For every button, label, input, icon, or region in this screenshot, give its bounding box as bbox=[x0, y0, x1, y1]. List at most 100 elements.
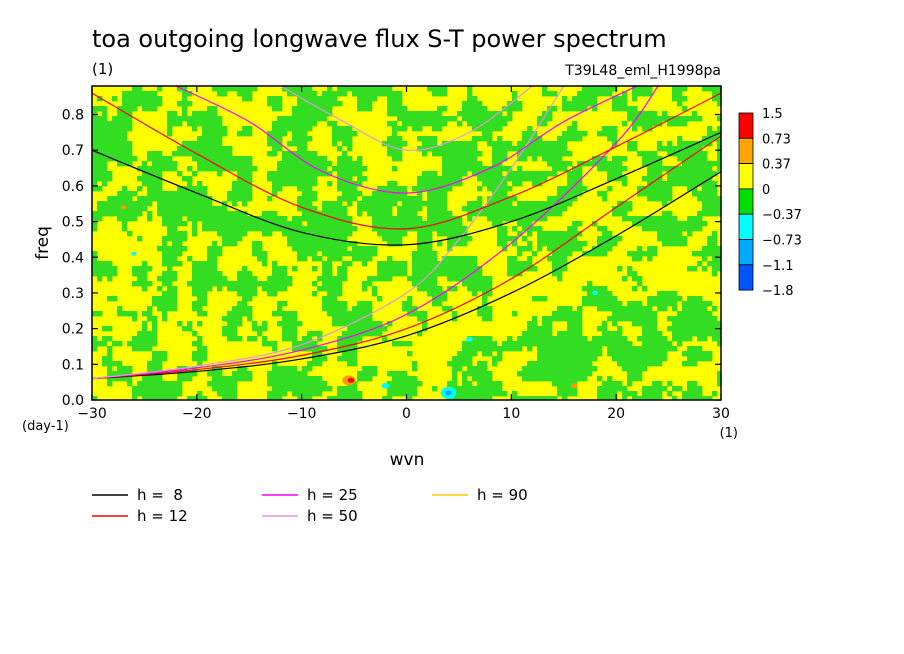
negative-cell bbox=[617, 236, 623, 242]
negative-cell bbox=[392, 231, 398, 237]
negative-cell bbox=[657, 396, 663, 400]
negative-cell bbox=[412, 121, 418, 127]
negative-cell bbox=[462, 391, 468, 397]
negative-cell bbox=[412, 216, 418, 222]
negative-cell bbox=[387, 211, 393, 217]
negative-cell bbox=[672, 321, 678, 327]
negative-cell bbox=[422, 141, 428, 147]
negative-cell bbox=[197, 391, 203, 397]
negative-cell bbox=[587, 281, 593, 287]
negative-cell bbox=[422, 266, 428, 272]
negative-cell bbox=[427, 291, 433, 297]
negative-cell bbox=[672, 301, 678, 307]
negative-cell bbox=[627, 346, 633, 352]
negative-cell bbox=[307, 346, 313, 352]
negative-cell bbox=[517, 151, 523, 157]
negative-cell bbox=[422, 246, 428, 252]
negative-cell bbox=[217, 231, 223, 237]
negative-cell bbox=[442, 146, 448, 152]
negative-cell bbox=[252, 221, 258, 227]
negative-cell bbox=[512, 256, 518, 262]
negative-cell bbox=[507, 261, 513, 267]
negative-cell bbox=[172, 291, 178, 297]
negative-cell bbox=[517, 141, 523, 147]
negative-cell bbox=[157, 246, 163, 252]
negative-cell bbox=[102, 156, 108, 162]
negative-cell bbox=[717, 246, 721, 252]
negative-cell bbox=[607, 391, 613, 397]
negative-cell bbox=[632, 251, 638, 257]
negative-cell bbox=[572, 231, 578, 237]
negative-cell bbox=[227, 226, 233, 232]
negative-cell bbox=[647, 196, 653, 202]
negative-cell bbox=[282, 231, 288, 237]
negative-cell bbox=[292, 381, 298, 387]
negative-cell bbox=[432, 211, 438, 217]
negative-cell bbox=[192, 356, 198, 362]
negative-cell bbox=[467, 116, 473, 122]
negative-cell bbox=[192, 276, 198, 282]
negative-cell bbox=[712, 241, 718, 247]
negative-cell bbox=[282, 181, 288, 187]
negative-cell bbox=[672, 291, 678, 297]
negative-cell bbox=[217, 141, 223, 147]
negative-cell bbox=[637, 336, 643, 342]
negative-cell bbox=[572, 371, 578, 377]
negative-cell bbox=[417, 276, 423, 282]
negative-cell bbox=[527, 366, 533, 372]
negative-cell bbox=[617, 386, 623, 392]
negative-cell bbox=[472, 336, 478, 342]
negative-cell bbox=[192, 261, 198, 267]
negative-cell bbox=[482, 316, 488, 322]
negative-cell bbox=[302, 171, 308, 177]
negative-cell bbox=[342, 126, 348, 132]
negative-cell bbox=[457, 156, 463, 162]
negative-cell bbox=[152, 166, 158, 172]
negative-cell bbox=[232, 86, 238, 92]
negative-cell bbox=[487, 131, 493, 137]
negative-cell bbox=[572, 196, 578, 202]
negative-cell bbox=[547, 321, 553, 327]
negative-cell bbox=[337, 91, 343, 97]
negative-cell bbox=[217, 221, 223, 227]
negative-cell bbox=[302, 336, 308, 342]
negative-cell bbox=[467, 216, 473, 222]
negative-cell bbox=[337, 316, 343, 322]
negative-cell bbox=[267, 196, 273, 202]
negative-cell bbox=[347, 351, 353, 357]
negative-cell bbox=[172, 206, 178, 212]
negative-cell bbox=[492, 211, 498, 217]
negative-cell bbox=[207, 131, 213, 137]
negative-cell bbox=[297, 236, 303, 242]
negative-cell bbox=[637, 396, 643, 400]
negative-cell bbox=[392, 381, 398, 387]
negative-cell bbox=[277, 266, 283, 272]
negative-cell bbox=[132, 91, 138, 97]
negative-cell bbox=[562, 261, 568, 267]
negative-cell bbox=[327, 101, 333, 107]
negative-cell bbox=[507, 211, 513, 217]
negative-cell bbox=[282, 216, 288, 222]
experiment-label: T39L48_eml_H1998pa bbox=[564, 63, 721, 79]
negative-cell bbox=[222, 206, 228, 212]
negative-cell bbox=[642, 351, 648, 357]
negative-cell bbox=[227, 396, 233, 400]
negative-cell bbox=[127, 366, 133, 372]
negative-cell bbox=[157, 191, 163, 197]
negative-cell bbox=[157, 171, 163, 177]
negative-cell bbox=[482, 301, 488, 307]
negative-cell bbox=[267, 101, 273, 107]
negative-cell bbox=[637, 316, 643, 322]
negative-cell bbox=[202, 356, 208, 362]
negative-cell bbox=[432, 251, 438, 257]
negative-cell bbox=[432, 261, 438, 267]
negative-cell bbox=[642, 121, 648, 127]
negative-cell bbox=[437, 291, 443, 297]
negative-cell bbox=[667, 341, 673, 347]
negative-cell bbox=[162, 246, 168, 252]
negative-cell bbox=[567, 326, 573, 332]
negative-cell bbox=[162, 201, 168, 207]
negative-cell bbox=[202, 286, 208, 292]
negative-cell bbox=[362, 281, 368, 287]
negative-cell bbox=[642, 176, 648, 182]
